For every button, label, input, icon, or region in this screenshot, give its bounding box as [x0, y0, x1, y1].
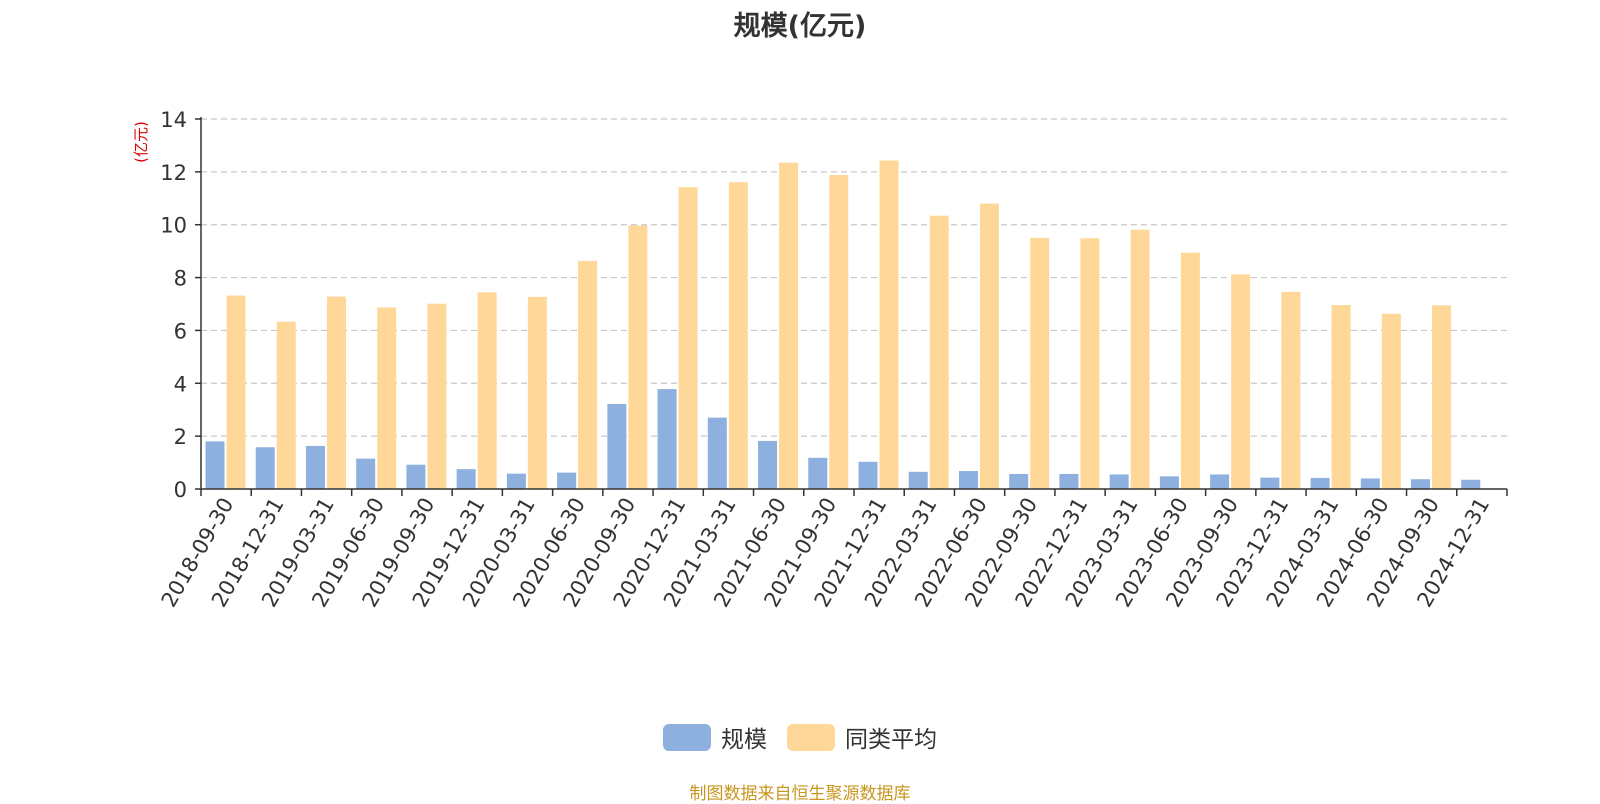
bar-scale[interactable]	[1360, 478, 1380, 489]
bars	[205, 160, 1481, 490]
bar-scale[interactable]	[1461, 479, 1481, 489]
legend-item-peer-average[interactable]: 同类平均	[787, 720, 937, 754]
bar-scale[interactable]	[205, 441, 225, 489]
bar-scale[interactable]	[958, 471, 978, 489]
bar-peer-average[interactable]	[1180, 252, 1200, 489]
bar-chart: 0 2 4 6 8 10 12 14 2018-09-302018-12-312019-03-…	[132, 108, 1508, 612]
bar-scale[interactable]	[1260, 477, 1280, 489]
bar-peer-average[interactable]	[1281, 291, 1301, 489]
y-tick-label: 2	[174, 425, 187, 449]
y-tick-labels: 0 2 4 6 8 10 12 14	[160, 108, 187, 502]
legend-label-peer-average: 同类平均	[845, 727, 937, 753]
bar-peer-average[interactable]	[1080, 238, 1100, 489]
bar-scale[interactable]	[1411, 479, 1431, 489]
legend-item-scale[interactable]: 规模	[663, 720, 767, 754]
bar-peer-average[interactable]	[477, 292, 497, 489]
bar-peer-average[interactable]	[929, 215, 949, 489]
bar-peer-average[interactable]	[829, 175, 849, 489]
bar-peer-average[interactable]	[427, 303, 447, 489]
y-tick-label: 6	[174, 319, 187, 343]
y-tick-label: 12	[160, 161, 187, 185]
y-axis-label: (亿元)	[132, 121, 150, 163]
chart-title: 规模(亿元)	[733, 11, 867, 42]
bar-peer-average[interactable]	[728, 182, 748, 489]
axes	[195, 117, 1508, 496]
bar-scale[interactable]	[506, 473, 526, 489]
x-tick-labels: 2018-09-302018-12-312019-03-312019-06-30…	[157, 494, 1495, 612]
bar-peer-average[interactable]	[1381, 313, 1401, 489]
y-tick-label: 10	[160, 214, 187, 238]
bar-scale[interactable]	[657, 389, 677, 489]
bar-peer-average[interactable]	[1130, 229, 1150, 489]
source-note: 制图数据来自恒生聚源数据库	[689, 784, 911, 804]
bar-peer-average[interactable]	[377, 307, 397, 489]
bar-scale[interactable]	[1159, 476, 1179, 489]
bar-scale[interactable]	[305, 445, 325, 489]
bar-peer-average[interactable]	[326, 296, 346, 489]
bar-peer-average[interactable]	[979, 203, 999, 490]
bar-peer-average[interactable]	[1331, 305, 1351, 489]
bar-scale[interactable]	[1059, 473, 1079, 489]
bar-scale[interactable]	[1009, 473, 1029, 489]
grid-lines	[201, 118, 1507, 437]
y-tick-label: 14	[160, 108, 187, 132]
bar-peer-average[interactable]	[226, 295, 246, 489]
legend-swatch-scale	[663, 723, 711, 751]
bar-peer-average[interactable]	[578, 260, 598, 489]
y-tick-label: 8	[174, 267, 187, 291]
bar-scale[interactable]	[758, 440, 778, 489]
bar-scale[interactable]	[1210, 474, 1230, 489]
bar-peer-average[interactable]	[1231, 274, 1251, 489]
bar-scale[interactable]	[1109, 474, 1129, 489]
bar-peer-average[interactable]	[527, 296, 547, 489]
bar-scale[interactable]	[406, 464, 426, 489]
bar-scale[interactable]	[356, 458, 376, 489]
bar-scale[interactable]	[1310, 477, 1330, 489]
bar-scale[interactable]	[255, 447, 275, 489]
bar-peer-average[interactable]	[779, 162, 799, 489]
bar-scale[interactable]	[707, 417, 727, 489]
legend-swatch-peer-average	[787, 723, 835, 751]
bar-scale[interactable]	[908, 471, 928, 489]
bar-peer-average[interactable]	[879, 160, 899, 489]
bar-scale[interactable]	[808, 457, 828, 489]
y-tick-label: 0	[174, 478, 187, 502]
legend: 规模 同类平均	[0, 720, 1600, 754]
bar-scale[interactable]	[557, 472, 577, 489]
bar-scale[interactable]	[456, 469, 476, 489]
bar-scale[interactable]	[858, 461, 878, 489]
bar-peer-average[interactable]	[628, 225, 648, 489]
bar-scale[interactable]	[607, 403, 627, 489]
legend-label-scale: 规模	[721, 727, 767, 753]
bar-peer-average[interactable]	[1030, 237, 1050, 489]
bar-peer-average[interactable]	[1432, 305, 1452, 489]
bar-peer-average[interactable]	[678, 187, 698, 489]
bar-peer-average[interactable]	[276, 321, 296, 489]
y-tick-label: 4	[174, 372, 187, 396]
